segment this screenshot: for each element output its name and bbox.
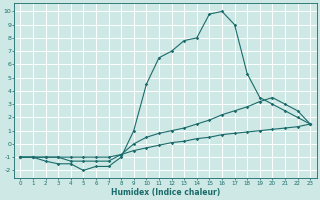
X-axis label: Humidex (Indice chaleur): Humidex (Indice chaleur) [111, 188, 220, 197]
